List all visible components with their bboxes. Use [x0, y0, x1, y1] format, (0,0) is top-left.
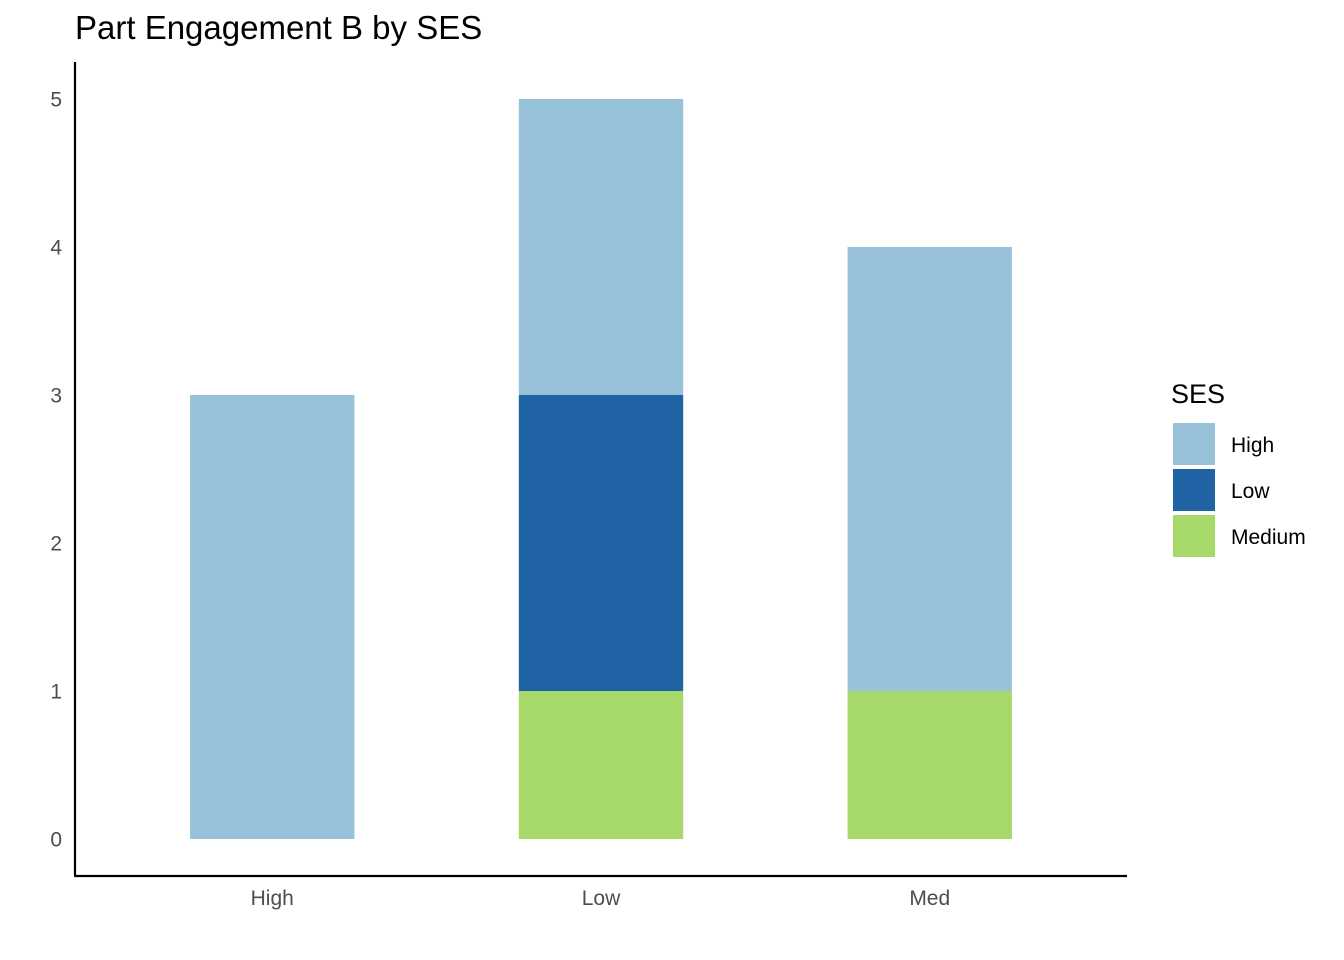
- bar-med-medium: [847, 691, 1012, 839]
- legend-label-high: High: [1231, 434, 1274, 457]
- x-axis-ticks: High Low Med: [251, 887, 951, 910]
- bar-low-low: [518, 395, 684, 691]
- bar-low-medium: [518, 691, 684, 839]
- bar-high-high: [190, 395, 355, 839]
- legend-swatch-low: [1173, 469, 1215, 511]
- y-tick-label: 2: [50, 533, 62, 556]
- x-tick-label: Med: [909, 887, 950, 910]
- legend-label-low: Low: [1231, 480, 1270, 503]
- legend-swatch-medium: [1173, 515, 1215, 557]
- bar-med-high: [847, 247, 1012, 691]
- x-tick-label: High: [251, 887, 294, 910]
- legend: SES High Low Medium: [1171, 379, 1306, 557]
- y-axis-ticks: 0 1 2 3 4 5: [50, 89, 62, 852]
- legend-label-medium: Medium: [1231, 526, 1306, 549]
- chart-title: Part Engagement B by SES: [75, 9, 482, 46]
- legend-swatch-high: [1173, 423, 1215, 465]
- y-tick-label: 4: [50, 237, 62, 260]
- x-tick-label: Low: [582, 887, 621, 910]
- bar-low-high: [518, 99, 684, 395]
- y-tick-label: 0: [50, 829, 62, 852]
- y-tick-label: 5: [50, 89, 62, 112]
- legend-title: SES: [1171, 379, 1225, 409]
- bars-group: [190, 99, 1012, 839]
- y-tick-label: 3: [50, 385, 62, 408]
- y-tick-label: 1: [50, 681, 62, 704]
